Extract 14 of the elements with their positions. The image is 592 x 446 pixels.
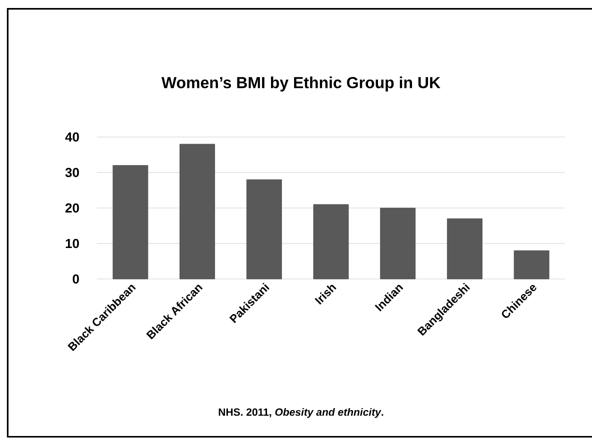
y-tick-label: 40 (65, 132, 79, 142)
y-tick-label: 10 (66, 238, 79, 248)
chart-title: Women’s BMI by Ethnic Group in UK (161, 76, 440, 92)
bar (313, 204, 349, 280)
y-tick-label: 0 (72, 274, 79, 284)
bar (447, 218, 482, 280)
bar (246, 179, 282, 280)
bar (380, 208, 416, 280)
y-tick-label: 20 (65, 203, 79, 213)
bar (112, 165, 148, 280)
text: NHS. 2011, Obesity and ethnicity. (218, 408, 384, 418)
bar (180, 144, 215, 280)
y-tick-label: 30 (65, 168, 79, 178)
bar (514, 250, 550, 280)
